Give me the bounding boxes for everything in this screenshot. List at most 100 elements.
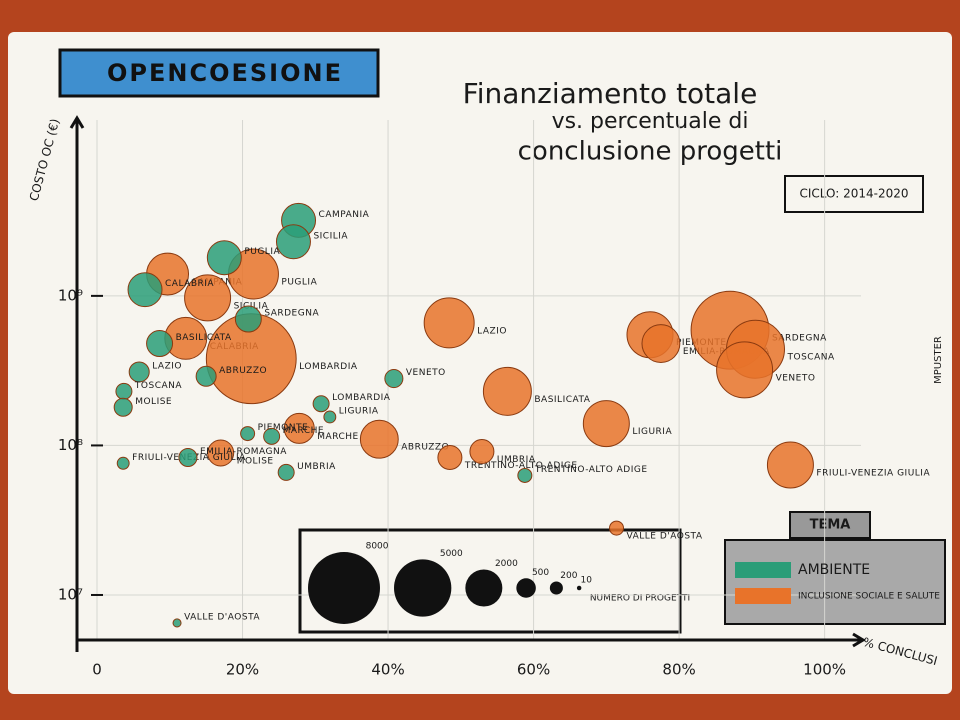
point-label: CALABRIA bbox=[165, 279, 214, 289]
bubble bbox=[359, 419, 399, 459]
bubble bbox=[195, 365, 217, 387]
x-tick-label: 100% bbox=[803, 661, 846, 679]
bubble bbox=[582, 400, 630, 448]
point-label: LOMBARDIA bbox=[332, 393, 391, 403]
y-tick-label: 10⁸ bbox=[58, 436, 83, 454]
bubble bbox=[469, 439, 495, 465]
bubble bbox=[609, 520, 625, 536]
bubble bbox=[277, 463, 295, 481]
point-label: VALLE D'AOSTA bbox=[184, 612, 260, 622]
title-line: Finanziamento totale bbox=[463, 77, 758, 110]
point-label: MARCHE bbox=[283, 426, 324, 436]
point-label: LIGURIA bbox=[632, 427, 672, 437]
bubble bbox=[437, 445, 463, 471]
title-line: conclusione progetti bbox=[518, 137, 783, 167]
point-label: TOSCANA bbox=[786, 353, 834, 363]
size-legend-circle bbox=[465, 569, 503, 607]
point-label: LIGURIA bbox=[339, 406, 379, 416]
point-label: BASILICATA bbox=[176, 333, 232, 343]
bubble bbox=[283, 412, 315, 444]
size-legend-label: 2000 bbox=[495, 559, 518, 569]
bubble bbox=[312, 395, 330, 413]
point-label: SICILIA bbox=[313, 231, 348, 241]
size-legend-circle bbox=[394, 559, 452, 617]
size-legend-circle bbox=[576, 585, 582, 591]
logo-box bbox=[58, 48, 380, 98]
bubble bbox=[184, 274, 232, 322]
cycle-box bbox=[784, 175, 924, 213]
bubble bbox=[234, 305, 262, 333]
bubble bbox=[323, 410, 337, 424]
point-label: MOLISE bbox=[135, 397, 172, 407]
x-tick-label: 80% bbox=[662, 661, 695, 679]
size-legend-circle bbox=[516, 578, 536, 598]
size-legend-box bbox=[298, 528, 682, 634]
legend-title: TEMA bbox=[810, 518, 851, 533]
bubble bbox=[178, 448, 198, 468]
bubble bbox=[766, 441, 814, 489]
point-label: MOLISE bbox=[237, 457, 274, 467]
size-legend-title: NUMERO DI PROGETTI bbox=[590, 594, 690, 604]
point-label: TRENTINO-ALTO ADIGE bbox=[464, 461, 578, 471]
size-legend-label: 500 bbox=[532, 568, 549, 578]
legend-label: INCLUSIONE SOCIALE E SALUTE bbox=[798, 592, 940, 602]
cycle: CICLO: 2014-2020 bbox=[799, 187, 908, 201]
x-tick-label: 0 bbox=[92, 661, 102, 679]
point-label: LAZIO bbox=[152, 361, 182, 371]
title-line: vs. percentuale di bbox=[552, 109, 749, 134]
point-label: ABRUZZO bbox=[401, 443, 449, 453]
bubble bbox=[113, 397, 133, 417]
legend-box bbox=[724, 539, 946, 625]
y-tick-label: 10⁷ bbox=[58, 585, 83, 603]
bubble bbox=[423, 297, 475, 349]
legend-swatch bbox=[735, 562, 791, 578]
point-label: TOSCANA bbox=[134, 381, 182, 391]
size-legend-label: 8000 bbox=[366, 542, 389, 552]
point-label: MARCHE bbox=[317, 432, 358, 442]
size-legend-label: 10 bbox=[580, 575, 592, 585]
point-label: SARDEGNA bbox=[264, 309, 319, 319]
legend-swatch bbox=[735, 588, 791, 604]
bubble bbox=[146, 330, 174, 358]
bubble bbox=[482, 366, 532, 416]
bubble bbox=[207, 439, 235, 467]
point-label: VENETO bbox=[776, 373, 816, 383]
legend-title-box bbox=[789, 511, 871, 539]
point-label: CAMPANIA bbox=[319, 210, 370, 220]
axis-arrow bbox=[69, 115, 85, 129]
x-tick-label: 40% bbox=[371, 661, 404, 679]
bubble bbox=[127, 272, 163, 308]
paper bbox=[8, 32, 952, 694]
bubble bbox=[115, 382, 133, 400]
bubble bbox=[206, 240, 242, 276]
size-legend-label: 200 bbox=[560, 571, 577, 581]
point-label: ABRUZZO bbox=[219, 366, 267, 376]
bubble bbox=[384, 369, 404, 389]
point-label: PUGLIA bbox=[244, 247, 280, 257]
size-legend-circle bbox=[549, 581, 563, 595]
bubble bbox=[275, 224, 311, 260]
x-tick-label: 20% bbox=[226, 661, 259, 679]
point-label: PIEMONTE bbox=[258, 423, 309, 433]
logo: OPENCOESIONE bbox=[107, 59, 343, 87]
point-label: SARDEGNA bbox=[772, 334, 827, 344]
point-label: PUGLIA bbox=[281, 278, 317, 288]
x-tick-label: 60% bbox=[517, 661, 550, 679]
bubble bbox=[240, 426, 256, 442]
point-label: LAZIO bbox=[477, 326, 507, 336]
point-label: LOMBARDIA bbox=[299, 362, 358, 372]
legend-label: AMBIENTE bbox=[798, 562, 870, 578]
point-label: BASILICATA bbox=[534, 395, 590, 405]
point-label: TRENTINO-ALTO ADIGE bbox=[534, 465, 648, 475]
bubble bbox=[641, 324, 681, 363]
axis-arrow bbox=[852, 632, 866, 648]
signature: MPUSTER bbox=[933, 336, 944, 384]
bubble bbox=[517, 467, 533, 483]
bubble bbox=[172, 618, 182, 628]
point-label: VALLE D'AOSTA bbox=[627, 532, 703, 542]
point-label: UMBRIA bbox=[297, 462, 336, 472]
bubble bbox=[263, 427, 281, 445]
bubble bbox=[116, 456, 130, 470]
